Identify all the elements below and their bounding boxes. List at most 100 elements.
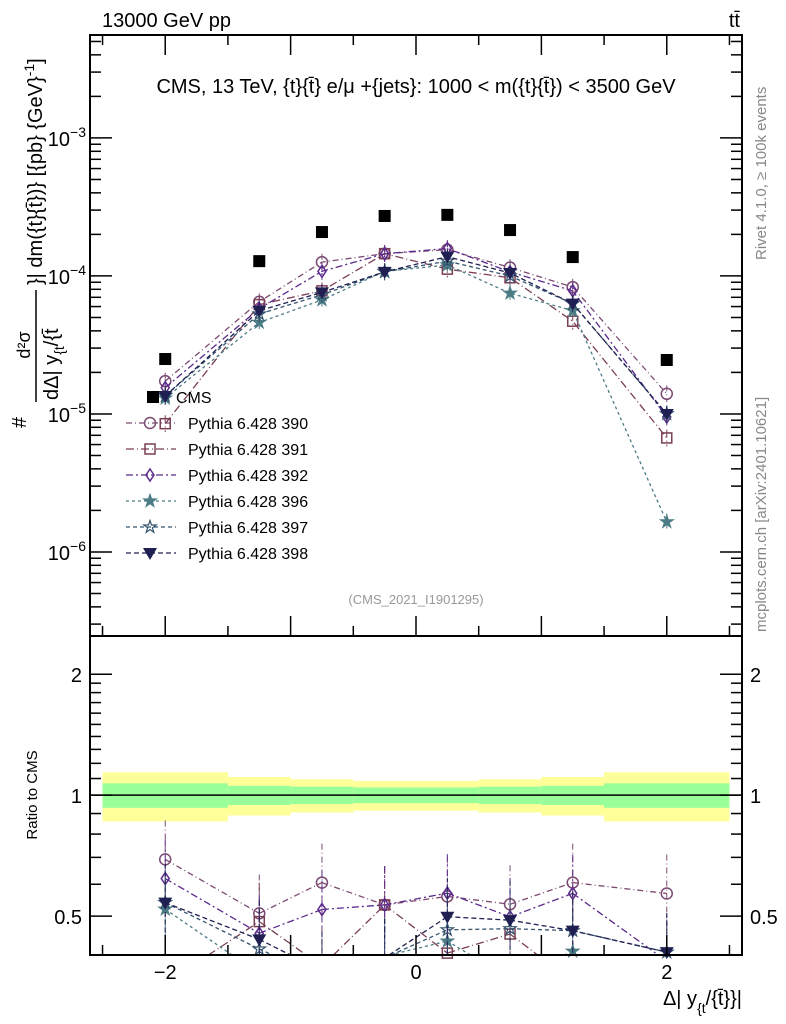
ylabel-denominator: dΔ| y{t/{t̄ (41, 328, 67, 400)
legend: CMS Pythia 6.428 390 Pythia 6.428 391 Pythi… (126, 390, 308, 563)
data-point-p392 (379, 246, 390, 262)
data-point-p396 (502, 284, 519, 300)
legend-label: Pythia 6.428 391 (188, 442, 308, 459)
series-line-p391 (164, 252, 668, 439)
ratio-line-segment-p390 (509, 881, 573, 905)
y-tick-label: 10−5 (48, 400, 86, 427)
legend-label: CMS (176, 390, 212, 407)
data-point-CMS (378, 209, 391, 222)
legend-label: Pythia 6.428 396 (188, 494, 308, 511)
x-tick-label: 0 (410, 962, 421, 984)
ratio-line-segment-p397 (390, 929, 448, 956)
data-point-p391 (159, 417, 171, 430)
y-tick-label: 10−3 (48, 124, 86, 151)
ratio-line-segment-p392 (447, 892, 511, 918)
ratio-line-segment-p398 (509, 919, 573, 932)
ratio-line-segment-p390 (258, 882, 323, 914)
data-point-p398 (252, 305, 267, 318)
ratio-point-p397 (439, 921, 456, 937)
ratio-line-segment-p391 (384, 904, 448, 954)
legend-item-p397: Pythia 6.428 397 (126, 518, 308, 537)
series-p397 (157, 252, 675, 423)
ratio-line-segment-p390 (447, 895, 511, 905)
ratio-line-segment-p397 (447, 928, 511, 931)
ylabel-suffix: }| dm({t}{t̄})} [{pb} {GeV}-1] (21, 58, 47, 285)
data-point-p398 (440, 251, 455, 264)
legend-label: Pythia 6.428 392 (188, 468, 308, 485)
data-point-p390 (158, 374, 172, 388)
data-point-p398 (503, 268, 518, 281)
analysis-id: (CMS_2021_I1901295) (348, 592, 483, 607)
ylabel-numerator: d²σ (14, 331, 34, 358)
ratio-point-p398 (252, 934, 267, 947)
ratio-point-p392 (379, 897, 390, 913)
data-point-p398 (565, 298, 580, 311)
data-point-p398 (158, 390, 173, 403)
data-point-CMS (566, 251, 579, 264)
series-CMS (159, 208, 673, 366)
x-tick-label: −2 (154, 962, 177, 984)
ratio-line-segment-p396 (389, 940, 448, 956)
data-point-p397 (439, 252, 456, 269)
legend-item-p390: Pythia 6.428 390 (126, 416, 308, 433)
legend-marker-p398 (143, 548, 157, 560)
data-point-p398 (377, 266, 392, 279)
ratio-line-segment-p392 (572, 892, 659, 956)
data-point-p391 (661, 432, 673, 444)
ratio-point-p398 (440, 911, 455, 924)
legend-marker-p392 (145, 467, 155, 483)
ratio-line-segment-p390 (384, 895, 448, 906)
data-point-CMS (660, 353, 673, 366)
data-point-CMS (315, 226, 328, 239)
ratio-line-segment-p392 (321, 904, 385, 911)
ratio-line-segment-p396 (164, 908, 233, 956)
ratio-y-label: Ratio to CMS (24, 750, 41, 839)
ratio-point-p390 (660, 887, 674, 900)
legend-item-p396: Pythia 6.428 396 (126, 492, 308, 511)
ratio-y-tick-label: 0.5 (54, 907, 82, 929)
y-tick-label: 10−4 (48, 262, 86, 289)
plot-title: CMS, 13 TeV, {t}{t̄} e/μ +{jets}: 1000 <… (156, 76, 676, 98)
mcplots-label: mcplots.cern.ch [arXiv:2401.10621] (753, 397, 770, 632)
series-line-p398 (164, 255, 668, 415)
ratio-line-segment-p398 (258, 938, 291, 956)
legend-marker-CMS (147, 391, 159, 403)
series-p390 (158, 241, 674, 403)
data-point-CMS (441, 208, 454, 221)
ratio-series-p398 (158, 863, 674, 960)
ratio-point-p398 (503, 915, 518, 928)
series-line-p397 (164, 260, 668, 415)
legend-marker-p396 (141, 492, 159, 508)
data-point-p390 (660, 387, 674, 401)
ratio-line-segment-p390 (572, 881, 667, 895)
series-p396 (157, 256, 675, 531)
ratio-series-p390 (158, 820, 674, 953)
series-line-p390 (164, 249, 668, 395)
legend-marker-p391 (144, 443, 156, 455)
data-point-p398 (659, 408, 674, 421)
rivet-label: Rivet 4.1.0, ≥ 100k events (753, 87, 770, 260)
ratio-line-segment-p397 (164, 902, 260, 950)
ratio-y-tick-label: 1 (750, 786, 761, 808)
ratio-series-p396 (157, 870, 581, 959)
ratio-line-segment-p392 (259, 908, 323, 934)
ratio-point-p398 (158, 897, 173, 910)
ratio-line-segment-p391 (208, 921, 260, 956)
ylabel-prefix: # (9, 416, 31, 428)
ratio-line-segment-p391 (258, 921, 307, 956)
ratio-line-segment-p392 (509, 892, 573, 918)
legend-marker-p397 (141, 518, 159, 534)
ratio-line-segment-p392 (164, 877, 260, 934)
data-point-p396 (658, 513, 675, 529)
data-point-CMS (253, 255, 266, 268)
x-tick-label: 2 (661, 962, 672, 984)
y-tick-label: 10−6 (48, 538, 86, 565)
ratio-y-tick-label: 2 (750, 665, 761, 687)
legend-item-p398: Pythia 6.428 398 (126, 546, 308, 563)
data-point-CMS (504, 224, 517, 237)
legend-item-p391: Pythia 6.428 391 (126, 442, 308, 459)
ratio-point-p392 (317, 902, 327, 917)
series-layer (157, 208, 675, 960)
ratio-line-segment-p390 (321, 881, 385, 906)
